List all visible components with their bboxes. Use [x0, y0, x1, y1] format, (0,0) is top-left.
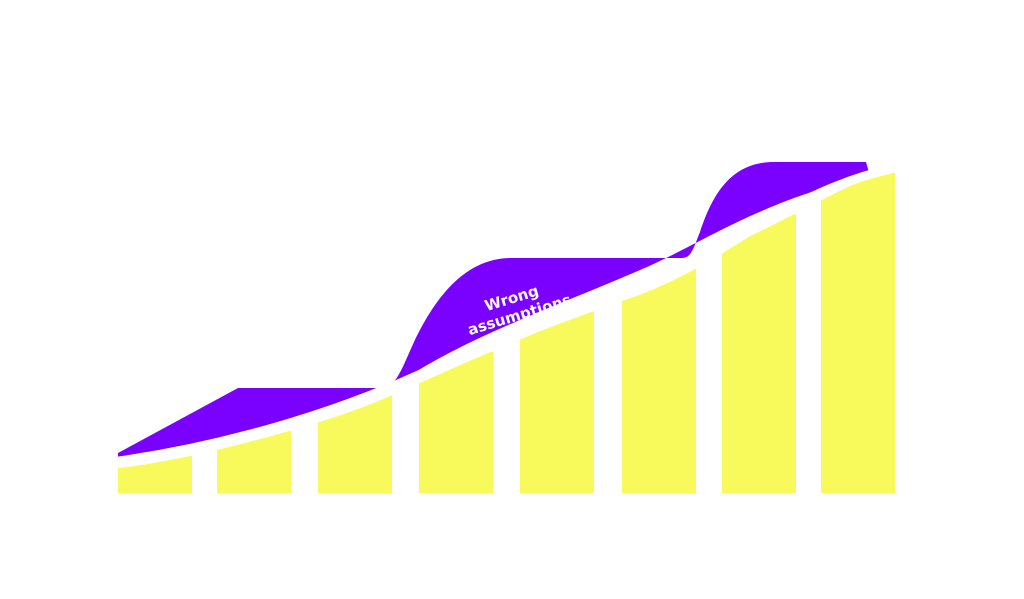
separator-curve: [111, 163, 896, 467]
wrong-assumptions-band: [118, 162, 870, 458]
bar-3: [318, 170, 392, 493]
bar-8: [821, 170, 895, 493]
bar-6: [622, 170, 696, 493]
